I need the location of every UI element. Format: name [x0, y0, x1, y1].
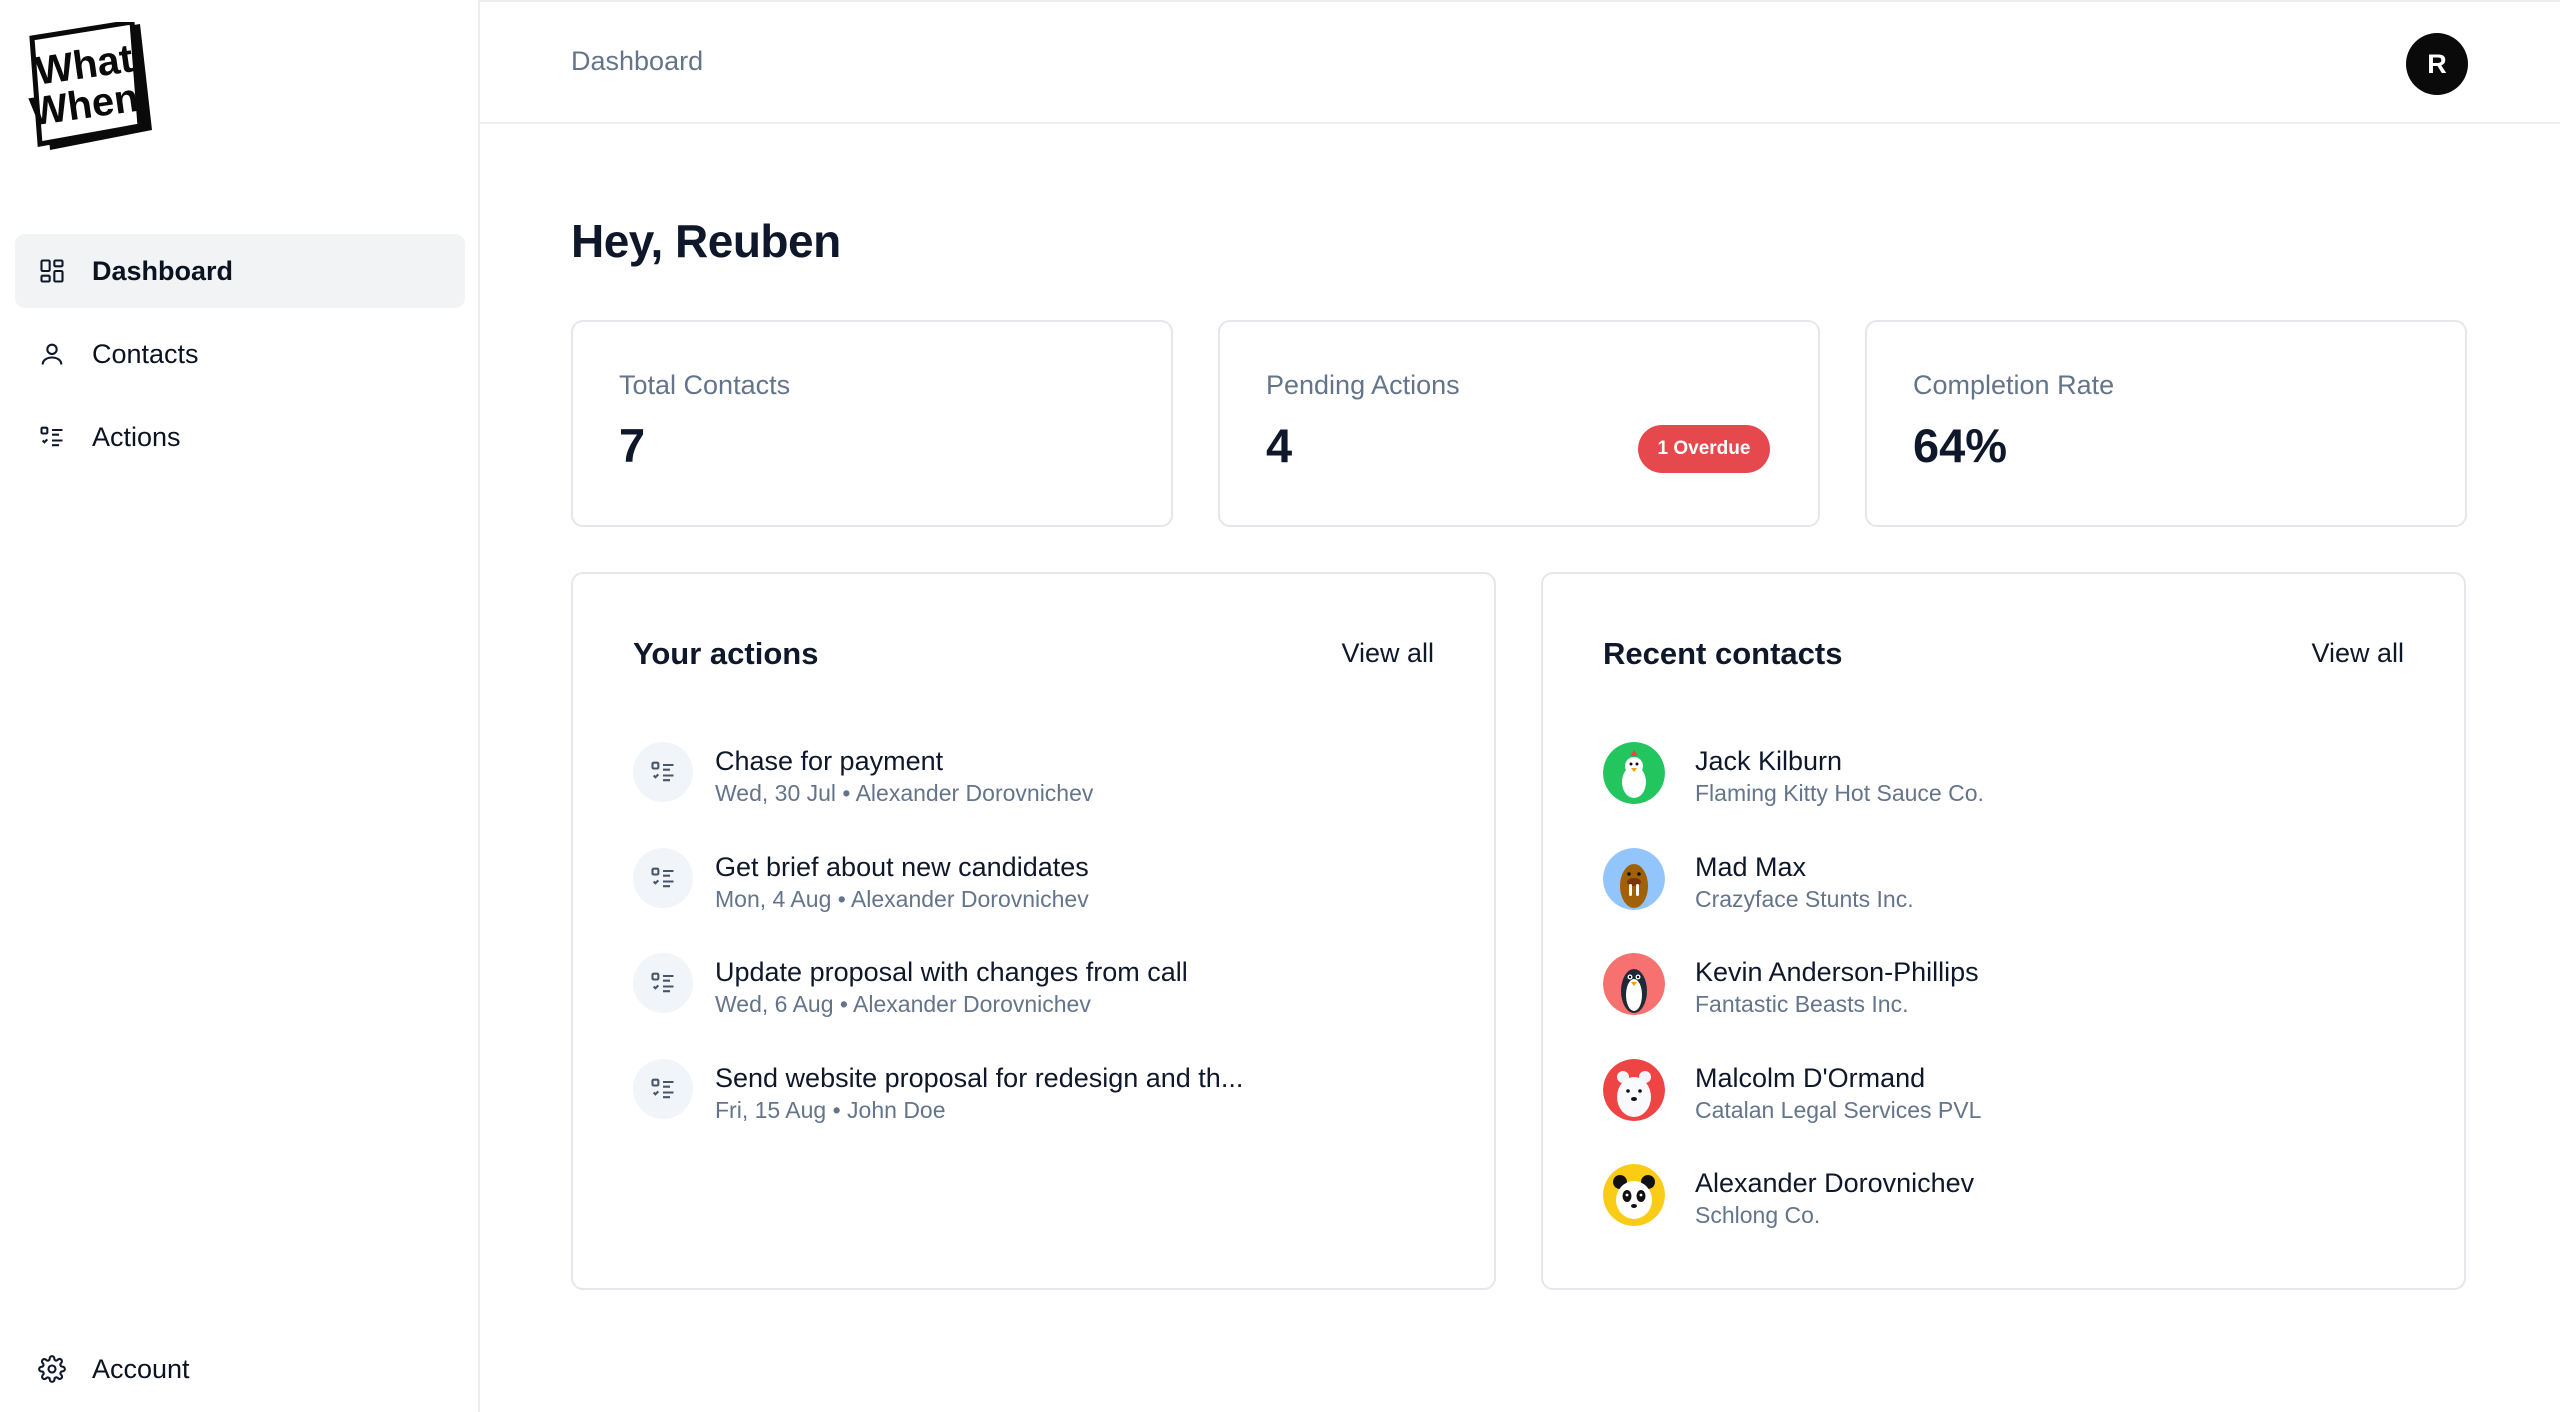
contacts-panel: Recent contacts View all Jack Kilburn Fl…	[1541, 572, 2466, 1290]
user-avatar-button[interactable]: R	[2406, 33, 2468, 95]
whatwhen-logo[interactable]: What When	[27, 19, 154, 152]
sidebar-nav: Dashboard Contacts Actions	[15, 234, 465, 483]
panel-title: Recent contacts	[1603, 636, 1843, 671]
breadcrumb: Dashboard	[571, 46, 704, 76]
contact-company: Crazyface Stunts Inc.	[1695, 885, 1914, 912]
view-all-actions-link[interactable]: View all	[1341, 638, 1434, 668]
walrus-avatar	[1603, 847, 1665, 910]
view-all-contacts-link[interactable]: View all	[2311, 638, 2404, 668]
sidebar-item-dashboard[interactable]: Dashboard	[15, 234, 465, 308]
gear-icon	[37, 1354, 67, 1384]
action-item[interactable]: Update proposal with changes from call W…	[633, 953, 1433, 1059]
dashboard-icon	[37, 256, 67, 286]
stat-label: Total Contacts	[619, 370, 791, 400]
contact-company: Schlong Co.	[1695, 1202, 1821, 1228]
sidebar-item-label: Actions	[92, 421, 181, 452]
sidebar-item-actions[interactable]: Actions	[15, 400, 465, 474]
action-meta: Wed, 6 Aug • Alexander Dorovnichev	[715, 991, 1091, 1017]
contact-name: Kevin Anderson-Phillips	[1695, 957, 1979, 987]
overdue-badge[interactable]: 1 Overdue	[1638, 425, 1770, 473]
contact-company: Catalan Legal Services PVL	[1695, 1096, 1982, 1123]
stat-value: 7	[619, 419, 646, 472]
action-meta: Wed, 30 Jul • Alexander Dorovnichev	[715, 780, 1094, 806]
page-greeting: Hey, Reuben	[571, 215, 841, 267]
stat-card-total-contacts: Total Contacts 7	[571, 320, 1173, 527]
action-item[interactable]: Get brief about new candidates Mon, 4 Au…	[633, 847, 1433, 954]
contact-name: Malcolm D'Ormand	[1695, 1062, 1926, 1093]
list-check-icon	[633, 742, 693, 802]
penguin-avatar	[1603, 953, 1665, 1015]
stat-label: Pending Actions	[1266, 370, 1460, 400]
contacts-list: Jack Kilburn Flaming Kitty Hot Sauce Co.…	[1603, 742, 2403, 1270]
chicken-avatar	[1603, 742, 1665, 804]
contact-company: Flaming Kitty Hot Sauce Co.	[1695, 780, 1984, 806]
contact-name: Alexander Dorovnichev	[1695, 1168, 1975, 1198]
actions-list: Chase for payment Wed, 30 Jul • Alexande…	[633, 742, 1433, 1164]
polar-bear-avatar	[1603, 1058, 1665, 1121]
stat-card-pending-actions: Pending Actions 4 1 Overdue	[1218, 320, 1820, 527]
sidebar-item-label: Contacts	[92, 338, 199, 369]
sidebar-account: Account	[15, 1332, 465, 1406]
panda-avatar	[1603, 1164, 1665, 1226]
list-check-icon	[633, 847, 693, 908]
top-header: Dashboard R	[480, 0, 2560, 124]
contact-company: Fantastic Beasts Inc.	[1695, 991, 1909, 1017]
contact-name: Mad Max	[1695, 851, 1807, 882]
stat-card-completion-rate: Completion Rate 64%	[1865, 320, 2467, 527]
contact-item[interactable]: Mad Max Crazyface Stunts Inc.	[1603, 847, 2403, 954]
action-meta: Fri, 15 Aug • John Doe	[715, 1096, 946, 1123]
actions-panel: Your actions View all Chase for payment …	[571, 572, 1496, 1290]
stat-value: 64%	[1913, 419, 2008, 472]
panel-title: Your actions	[633, 636, 819, 671]
action-item[interactable]: Send website proposal for redesign and t…	[633, 1058, 1433, 1165]
stat-value: 4	[1266, 419, 1293, 472]
sidebar-item-account[interactable]: Account	[15, 1332, 465, 1406]
contact-item[interactable]: Malcolm D'Ormand Catalan Legal Services …	[1603, 1058, 2403, 1165]
action-title: Get brief about new candidates	[715, 851, 1089, 882]
action-title: Chase for payment	[715, 746, 944, 776]
contact-name: Jack Kilburn	[1695, 746, 1843, 776]
list-check-icon	[37, 422, 67, 452]
action-meta: Mon, 4 Aug • Alexander Dorovnichev	[715, 885, 1089, 912]
stat-label: Completion Rate	[1913, 370, 2115, 400]
sidebar-item-label: Account	[92, 1353, 190, 1384]
contact-item[interactable]: Alexander Dorovnichev Schlong Co.	[1603, 1164, 2403, 1270]
action-item[interactable]: Chase for payment Wed, 30 Jul • Alexande…	[633, 742, 1433, 848]
sidebar-item-contacts[interactable]: Contacts	[15, 317, 465, 391]
contact-item[interactable]: Jack Kilburn Flaming Kitty Hot Sauce Co.	[1603, 742, 2403, 848]
list-check-icon	[633, 1058, 693, 1119]
sidebar-item-label: Dashboard	[92, 255, 234, 286]
action-title: Update proposal with changes from call	[715, 957, 1188, 987]
contact-item[interactable]: Kevin Anderson-Phillips Fantastic Beasts…	[1603, 953, 2403, 1059]
user-icon	[37, 339, 67, 369]
list-check-icon	[633, 953, 693, 1013]
sidebar: What When Dashboard Contacts Actions	[0, 0, 480, 1412]
action-title: Send website proposal for redesign and t…	[715, 1062, 1244, 1093]
